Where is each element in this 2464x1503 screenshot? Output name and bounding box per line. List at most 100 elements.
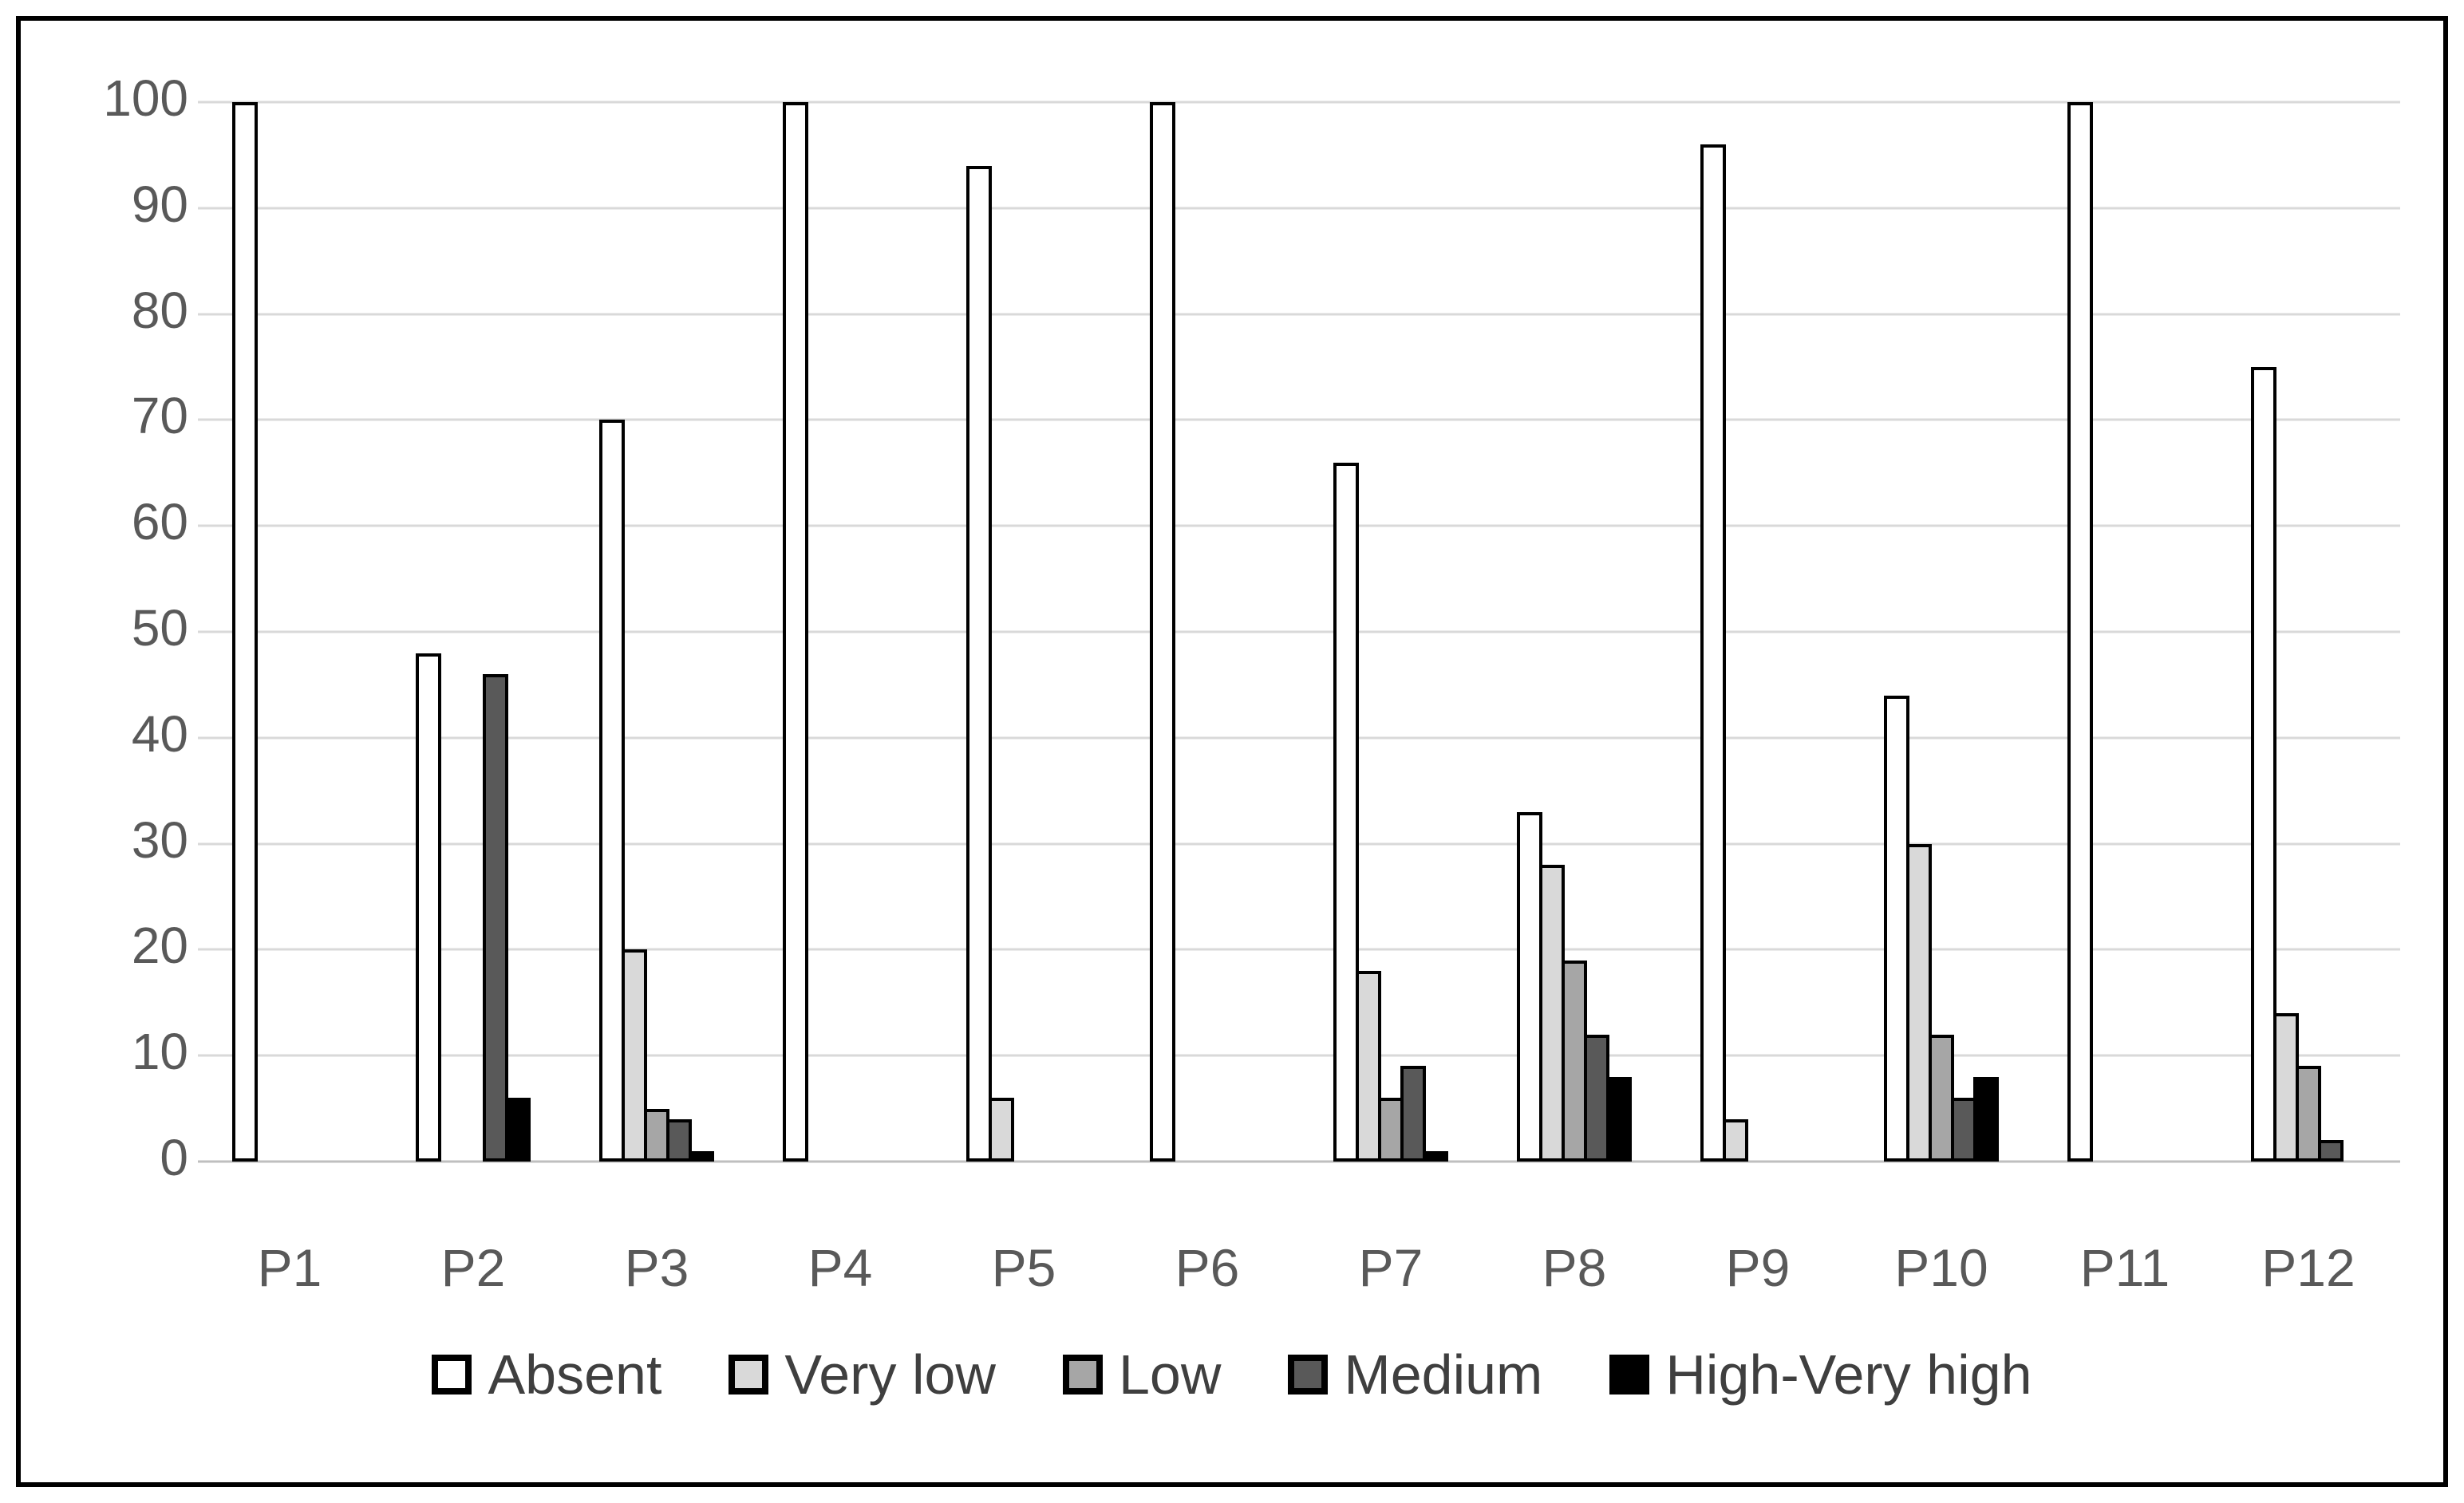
legend-label-absent: Absent (488, 1343, 662, 1406)
bars-p3 (599, 102, 714, 1162)
bars-p7 (1333, 102, 1448, 1162)
x-axis-label-p8: P8 (1542, 1238, 1607, 1297)
y-axis: 0 10 20 30 40 50 60 70 80 90 100 (45, 73, 188, 1183)
bar-p7-high-very-high (1423, 1150, 1448, 1162)
legend-swatch-low-icon (1062, 1355, 1103, 1395)
bar-p9-very-low (1723, 1118, 1748, 1162)
gridline-70 (198, 418, 2400, 421)
legend-swatch-medium-icon (1288, 1355, 1329, 1395)
bars-p11 (2067, 102, 2182, 1162)
bar-p10-low (1929, 1034, 1954, 1162)
plot-area (198, 101, 2400, 1163)
y-tick-label-90: 90 (131, 175, 188, 233)
bar-group-p2 (381, 102, 565, 1162)
gridline-50 (198, 630, 2400, 633)
y-tick-label-100: 100 (103, 69, 188, 127)
x-axis-label-p4: P4 (808, 1238, 873, 1297)
bar-p5-absent (966, 165, 992, 1162)
bar-p12-low (2296, 1066, 2321, 1162)
bar-p8-high-very-high (1606, 1076, 1632, 1162)
y-tick-label-80: 80 (131, 281, 188, 339)
bars-p4 (783, 102, 898, 1162)
legend-swatch-absent-icon (432, 1355, 472, 1395)
legend-swatch-high-very-high-icon (1609, 1355, 1650, 1395)
gridline-10 (198, 1054, 2400, 1057)
gridline-40 (198, 736, 2400, 740)
gridline-60 (198, 524, 2400, 527)
gridline-0 (198, 1160, 2400, 1163)
bar-p3-absent (599, 420, 625, 1162)
y-tick-label-20: 20 (131, 917, 188, 975)
bar-p10-very-low (1906, 843, 1932, 1162)
bar-group-p1 (198, 102, 381, 1162)
bars-p10 (1884, 102, 1999, 1162)
x-axis: P1 P2 P3 P4 P5 P6 P7 P8 P9 P10 P11 P12 (198, 1241, 2400, 1294)
bar-group-p7 (1299, 102, 1483, 1162)
bar-group-p3 (565, 102, 748, 1162)
bar-p6-absent (1150, 102, 1175, 1162)
x-axis-label-p5: P5 (991, 1238, 1056, 1297)
legend-item-high-very-high: High-Very high (1609, 1347, 2032, 1402)
bars-p5 (966, 102, 1081, 1162)
y-tick-label-40: 40 (131, 704, 188, 763)
bar-p7-medium (1400, 1066, 1426, 1162)
bar-p3-low (644, 1108, 669, 1162)
bars-p1 (232, 102, 347, 1162)
x-axis-label-p7: P7 (1358, 1238, 1424, 1297)
y-tick-label-50: 50 (131, 598, 188, 657)
bar-p1-absent (232, 102, 258, 1162)
legend-label-very-low: Very low (784, 1343, 996, 1406)
bar-group-p8 (1483, 102, 1666, 1162)
bar-group-p5 (932, 102, 1116, 1162)
bars-p2 (416, 102, 531, 1162)
legend-item-medium: Medium (1288, 1347, 1542, 1402)
legend-item-low: Low (1062, 1347, 1221, 1402)
x-axis-label-p10: P10 (1894, 1238, 1988, 1297)
bar-p3-high-very-high (689, 1150, 714, 1162)
gridline-30 (198, 842, 2400, 846)
x-axis-label-p6: P6 (1175, 1238, 1240, 1297)
bar-p3-medium (666, 1118, 692, 1162)
x-axis-label-p1: P1 (257, 1238, 322, 1297)
bar-p12-absent (2251, 367, 2276, 1162)
bar-p4-absent (783, 102, 808, 1162)
legend-item-very-low: Very low (729, 1347, 996, 1402)
bar-p10-medium (1951, 1098, 1976, 1162)
bar-group-p4 (748, 102, 932, 1162)
y-tick-label-0: 0 (160, 1128, 188, 1186)
bar-p8-low (1562, 960, 1587, 1162)
gridline-20 (198, 948, 2400, 951)
chart-figure: 0 10 20 30 40 50 60 70 80 90 100 P1 P2 P3 P4 P5 P6 P7 P8 P… (16, 16, 2448, 1487)
bar-p11-absent (2067, 102, 2093, 1162)
bars-p9 (1700, 102, 1815, 1162)
bar-p2-medium (483, 674, 508, 1162)
bar-p3-very-low (622, 949, 647, 1162)
bar-p9-absent (1700, 144, 1726, 1162)
bar-group-p10 (1850, 102, 2033, 1162)
bar-p2-high-very-high (505, 1098, 531, 1162)
y-tick-label-70: 70 (131, 387, 188, 445)
y-tick-label-10: 10 (131, 1023, 188, 1081)
gridline-80 (198, 313, 2400, 316)
legend-label-medium: Medium (1344, 1343, 1543, 1406)
y-tick-label-60: 60 (131, 493, 188, 551)
bar-group-p6 (1116, 102, 1299, 1162)
x-axis-label-p3: P3 (624, 1238, 689, 1297)
x-axis-label-p12: P12 (2261, 1238, 2355, 1297)
bar-group-p11 (2033, 102, 2217, 1162)
x-axis-label-p11: P11 (2079, 1238, 2170, 1297)
bar-p5-very-low (989, 1098, 1014, 1162)
bar-group-p9 (1666, 102, 1850, 1162)
legend-swatch-very-low-icon (729, 1355, 769, 1395)
gridline-100 (198, 101, 2400, 104)
bar-p7-very-low (1356, 970, 1381, 1162)
bar-p10-high-very-high (1973, 1076, 1999, 1162)
legend-label-high-very-high: High-Very high (1665, 1343, 2032, 1406)
x-axis-label-p2: P2 (440, 1238, 506, 1297)
bars-p8 (1517, 102, 1632, 1162)
bar-p12-medium (2318, 1140, 2344, 1162)
gridline-90 (198, 207, 2400, 210)
x-axis-label-p9: P9 (1725, 1238, 1791, 1297)
legend-item-absent: Absent (432, 1347, 661, 1402)
bar-p7-absent (1333, 462, 1359, 1162)
